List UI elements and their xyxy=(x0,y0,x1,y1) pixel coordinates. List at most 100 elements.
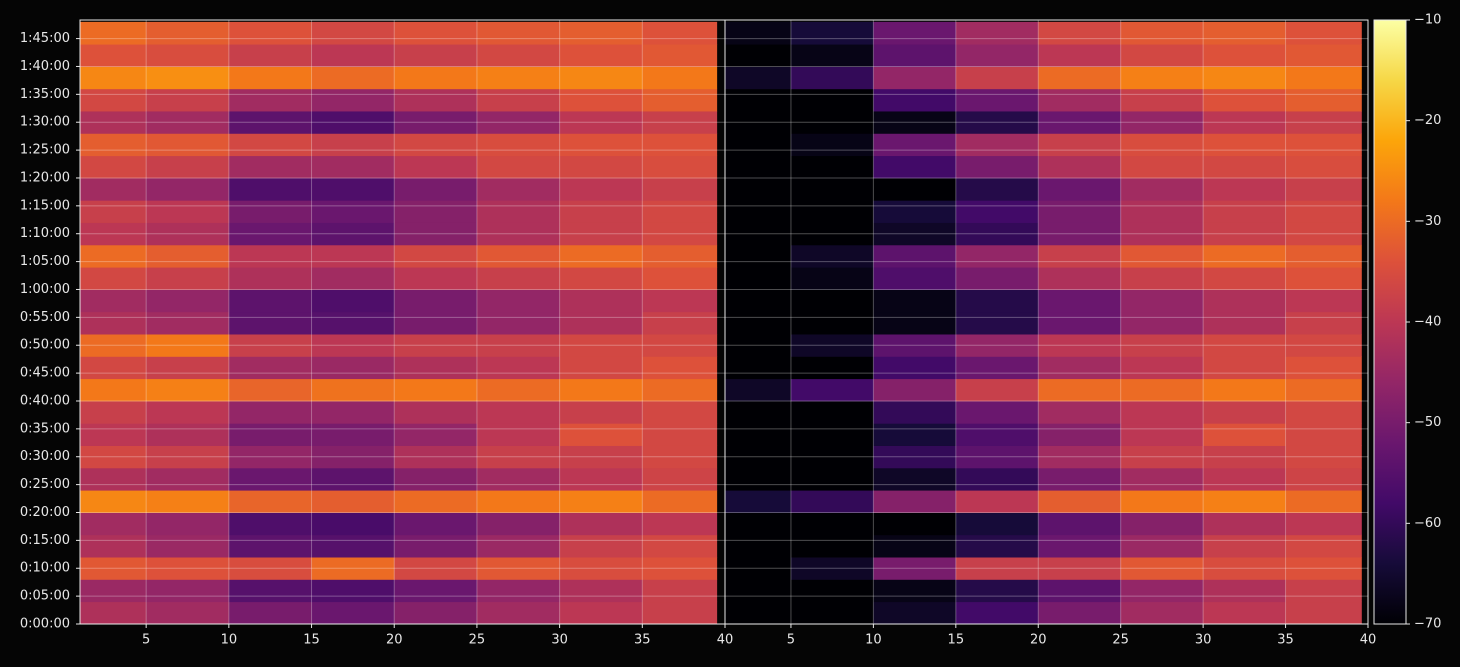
heatmap-cell xyxy=(873,88,957,112)
x-tick-label: 15 xyxy=(948,633,965,648)
colorbar-tick-label: −20 xyxy=(1414,113,1441,128)
heatmap-cell xyxy=(80,534,147,558)
heatmap-cell xyxy=(1203,111,1286,134)
heatmap-cell xyxy=(1120,490,1204,513)
heatmap-cell xyxy=(1038,445,1122,469)
heatmap-cell xyxy=(725,400,792,424)
heatmap-cell xyxy=(394,155,478,179)
heatmap-cell xyxy=(955,534,1039,558)
y-tick-label: 1:00:00 xyxy=(20,282,70,297)
heatmap-cell xyxy=(476,557,561,580)
heatmap-cell xyxy=(790,133,874,157)
heatmap-cell xyxy=(1120,66,1204,90)
heatmap-cell xyxy=(80,88,147,112)
y-tick-label: 0:00:00 xyxy=(20,617,70,632)
heatmap-cell xyxy=(725,490,792,513)
heatmap-cell xyxy=(1203,378,1286,402)
heatmap-cell xyxy=(1285,133,1362,157)
heatmap-cell xyxy=(228,267,312,290)
heatmap-cell xyxy=(642,445,718,469)
heatmap-cell xyxy=(146,445,230,469)
heatmap-cell xyxy=(873,400,957,424)
heatmap-cell xyxy=(80,133,147,157)
y-tick-label: 1:35:00 xyxy=(20,87,70,102)
x-tick-label: 5 xyxy=(142,633,150,648)
heatmap-cell xyxy=(955,66,1039,90)
heatmap-cell xyxy=(1285,601,1362,625)
heatmap-cell xyxy=(1038,244,1122,268)
heatmap-cell xyxy=(559,111,643,134)
heatmap-cell xyxy=(642,512,718,536)
panel-frame xyxy=(724,19,1369,625)
heatmap-cell xyxy=(146,334,230,357)
y-tick-label: 1:10:00 xyxy=(20,226,70,241)
heatmap-cell xyxy=(476,44,561,67)
heatmap-cell xyxy=(1285,21,1362,45)
heatmap-cell xyxy=(476,400,561,424)
heatmap-cell xyxy=(1120,289,1204,313)
heatmap-cell xyxy=(80,334,147,357)
heatmap-cell xyxy=(873,378,957,402)
y-tick-label: 1:20:00 xyxy=(20,170,70,185)
heatmap-cell xyxy=(146,423,230,446)
heatmap-cell xyxy=(228,400,312,424)
heatmap-cell xyxy=(80,423,147,446)
heatmap-cell xyxy=(1038,579,1122,603)
heatmap-cell xyxy=(1203,534,1286,558)
heatmap-cell xyxy=(476,490,561,513)
heatmap-cell xyxy=(955,311,1039,335)
heatmap-cell xyxy=(146,467,230,491)
heatmap-cell xyxy=(1203,356,1286,380)
heatmap-cell xyxy=(228,601,312,625)
heatmap-cell xyxy=(642,534,718,558)
heatmap-cell xyxy=(146,21,230,45)
heatmap-cell xyxy=(311,200,395,223)
heatmap-cell xyxy=(1038,311,1122,335)
heatmap-cell xyxy=(80,66,147,90)
heatmap-cell xyxy=(311,222,395,246)
heatmap-cell xyxy=(955,200,1039,223)
heatmap-cell xyxy=(1285,66,1362,90)
heatmap-cell xyxy=(80,490,147,513)
heatmap-cell xyxy=(790,378,874,402)
y-tick-label: 0:50:00 xyxy=(20,338,70,353)
heatmap-cell xyxy=(955,378,1039,402)
heatmap-cell xyxy=(1038,601,1122,625)
heatmap-cell xyxy=(228,356,312,380)
heatmap-cell xyxy=(1203,512,1286,536)
heatmap-cell xyxy=(1285,44,1362,67)
heatmap-cell xyxy=(146,601,230,625)
y-tick-label: 1:45:00 xyxy=(20,31,70,46)
heatmap-cell xyxy=(476,88,561,112)
heatmap-cell xyxy=(228,200,312,223)
heatmap-cell xyxy=(790,155,874,179)
colorbar-tick-label: −50 xyxy=(1414,415,1441,430)
heatmap-cell xyxy=(725,21,792,45)
heatmap-cell xyxy=(790,445,874,469)
heatmap-cell xyxy=(725,423,792,446)
heatmap-cell xyxy=(955,423,1039,446)
colorbar-tick-label: −70 xyxy=(1414,617,1441,632)
heatmap-cell xyxy=(394,512,478,536)
heatmap-cell xyxy=(642,177,718,201)
heatmap-cell xyxy=(1120,356,1204,380)
heatmap-cell xyxy=(873,356,957,380)
heatmap-cell xyxy=(146,155,230,179)
heatmap-cell xyxy=(725,267,792,290)
heatmap-cell xyxy=(873,66,957,90)
heatmap-cell xyxy=(725,601,792,625)
heatmap-cell xyxy=(725,133,792,157)
heatmap-cell xyxy=(642,267,718,290)
heatmap-cell xyxy=(394,423,478,446)
heatmap-cell xyxy=(1203,200,1286,223)
heatmap-cell xyxy=(1038,222,1122,246)
heatmap-cell xyxy=(559,601,643,625)
heatmap-cell xyxy=(394,44,478,67)
heatmap-cell xyxy=(80,378,147,402)
y-tick-label: 0:30:00 xyxy=(20,449,70,464)
heatmap-cell xyxy=(1038,133,1122,157)
heatmap-cell xyxy=(642,133,718,157)
y-tick-label: 0:35:00 xyxy=(20,421,70,436)
heatmap-cell xyxy=(559,177,643,201)
